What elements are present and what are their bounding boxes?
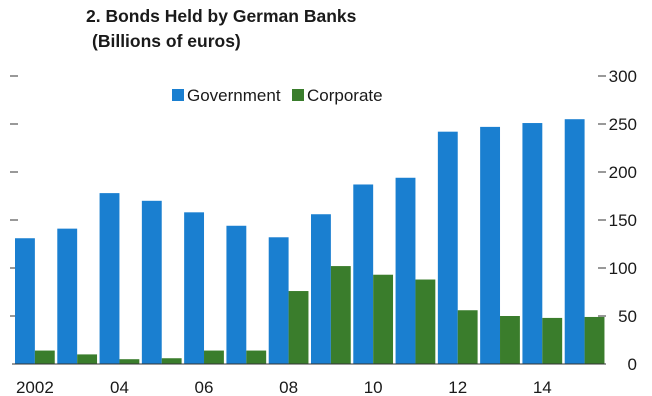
legend-swatch-government <box>172 89 184 101</box>
bar-corporate-2010 <box>373 274 394 364</box>
x-tick-label: 12 <box>448 378 467 396</box>
bar-government-2006 <box>184 212 205 364</box>
bar-corporate-2002 <box>34 350 55 364</box>
legend: Government Corporate <box>172 86 383 105</box>
bar-government-2014 <box>522 123 543 364</box>
y-tick-label: 150 <box>609 211 637 230</box>
bar-corporate-2011 <box>415 279 436 364</box>
legend-label-government: Government <box>187 86 281 105</box>
bar-corporate-2005 <box>161 358 182 364</box>
x-tick-label: 14 <box>533 378 552 396</box>
x-tick-label: 08 <box>279 378 298 396</box>
chart-title: 2. Bonds Held by German Banks <box>86 6 357 26</box>
bar-government-2013 <box>480 126 501 364</box>
legend-swatch-corporate <box>292 89 304 101</box>
bar-corporate-2014 <box>542 317 563 364</box>
bar-government-2009 <box>311 214 331 364</box>
x-axis: 2002 04 06 08 10 12 14 <box>16 378 552 396</box>
bars <box>15 119 605 364</box>
chart-subtitle: (Billions of euros) <box>92 31 241 51</box>
bar-corporate-2007 <box>246 350 267 364</box>
bar-government-2003 <box>57 228 78 364</box>
bar-corporate-2008 <box>288 291 309 364</box>
bar-corporate-2015 <box>584 316 605 364</box>
bar-government-2008 <box>268 237 289 364</box>
x-tick-label: 04 <box>110 378 129 396</box>
bar-government-2007 <box>226 225 247 364</box>
bar-corporate-2013 <box>500 316 520 364</box>
bar-government-2002 <box>15 238 35 364</box>
y-tick-label: 200 <box>609 163 637 182</box>
bar-government-2004 <box>99 193 120 364</box>
bar-government-2005 <box>141 200 162 364</box>
bar-government-2012 <box>437 131 458 364</box>
bar-government-2010 <box>353 184 374 364</box>
y-tick-label: 100 <box>609 259 637 278</box>
bar-government-2015 <box>564 119 585 364</box>
x-tick-label: 10 <box>364 378 383 396</box>
bar-corporate-2006 <box>204 350 224 364</box>
bar-corporate-2003 <box>77 354 98 364</box>
y-axis-right: 0 50 100 150 200 250 300 <box>598 67 637 374</box>
x-tick-label: 06 <box>195 378 214 396</box>
bar-corporate-2012 <box>457 310 478 364</box>
y-tick-label: 250 <box>609 115 637 134</box>
y-tick-label: 0 <box>628 355 637 374</box>
bar-corporate-2004 <box>119 359 140 364</box>
bar-corporate-2009 <box>330 266 351 364</box>
x-tick-label: 2002 <box>16 378 54 396</box>
bar-government-2011 <box>395 177 416 364</box>
y-tick-label: 50 <box>618 307 637 326</box>
y-tick-label: 300 <box>609 67 637 86</box>
legend-label-corporate: Corporate <box>307 86 383 105</box>
